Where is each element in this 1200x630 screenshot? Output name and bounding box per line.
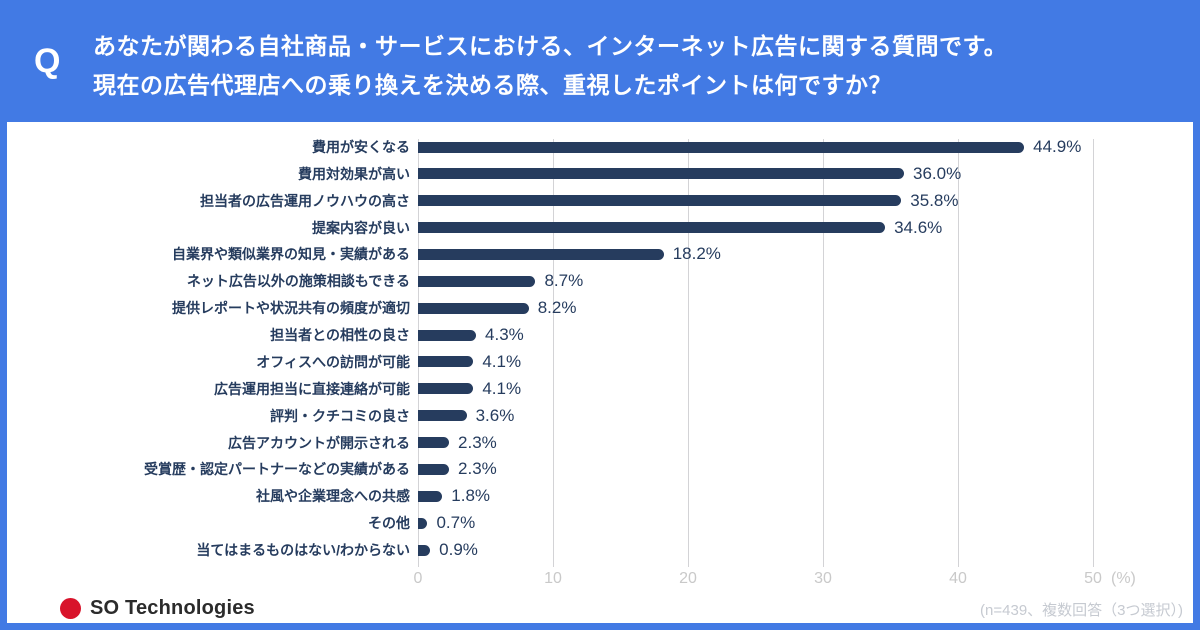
gridline	[958, 139, 959, 567]
category-label: 広告運用担当に直接連絡が可能	[214, 380, 410, 397]
category-label: 提供レポートや状況共有の頻度が適切	[172, 300, 410, 317]
category-label: 費用が安くなる	[312, 139, 410, 155]
value-label: 4.3%	[485, 325, 524, 345]
logo: SO Technologies	[60, 596, 255, 620]
value-label: 0.9%	[439, 540, 478, 560]
category-label: 当てはまるものはない/わからない	[196, 542, 410, 559]
category-label: ネット広告以外の施策相談もできる	[186, 273, 410, 290]
category-label: その他	[368, 515, 410, 532]
value-label: 3.6%	[475, 405, 515, 425]
bar	[418, 356, 474, 368]
bar	[418, 544, 431, 556]
gridline	[553, 139, 554, 567]
value-label: 34.6%	[894, 217, 943, 237]
value-label: 18.2%	[672, 244, 721, 264]
gridline	[688, 139, 689, 567]
chart-panel: 0 10 20 30 40 50 (%) 費用が安くなる 44.9% 費用対効果が高い 36.0% 担…	[7, 122, 1193, 623]
bar	[418, 329, 477, 341]
category-label: 担当者の広告運用ノウハウの高さ	[200, 192, 410, 209]
category-label: 社風や企業理念への共感	[256, 488, 410, 505]
x-axis-tick-label: 10	[544, 570, 562, 587]
gridline	[823, 139, 824, 567]
logo-dot-icon	[60, 597, 81, 619]
bar	[418, 410, 467, 422]
bar	[418, 168, 904, 180]
category-label: 受賞歴・認定パートナーなどの実績がある	[144, 461, 410, 478]
bar	[418, 490, 443, 502]
x-axis-tick-label: 30	[814, 570, 832, 587]
value-label: 8.7%	[544, 271, 584, 291]
value-label: 0.7%	[436, 513, 476, 533]
bar	[418, 517, 428, 529]
value-label: 1.8%	[451, 486, 491, 506]
sample-note: (n=439、複数回答（3つ選択）)	[980, 602, 1183, 619]
question-line-1: あなたが関わる自社商品・サービスにおける、インターネット広告に関する質問です。	[93, 33, 1008, 59]
value-label: 4.1%	[482, 378, 522, 398]
bar	[418, 195, 902, 207]
x-axis-tick-label: 20	[679, 570, 697, 587]
category-label: 評判・クチコミの良さ	[270, 407, 410, 424]
category-label: 費用対効果が高い	[298, 165, 410, 182]
bar	[418, 141, 1025, 153]
category-label: 自業界や類似業界の知見・実績がある	[172, 246, 410, 263]
value-label: 36.0%	[913, 163, 962, 183]
x-axis-unit-label: (%)	[1111, 570, 1136, 587]
bar	[418, 248, 664, 260]
bar	[418, 437, 450, 449]
category-label: 提案内容が良い	[312, 219, 410, 236]
x-axis-tick-label: 50	[1084, 570, 1102, 587]
gridline	[418, 139, 419, 567]
category-label: 担当者との相性の良さ	[270, 327, 410, 344]
x-axis-tick-label: 40	[949, 570, 967, 587]
value-label: 4.1%	[482, 351, 522, 371]
bar	[418, 275, 536, 287]
value-label: 35.8%	[910, 190, 959, 210]
bar	[418, 463, 450, 475]
bar	[418, 302, 529, 314]
x-axis-tick-label: 0	[413, 570, 423, 587]
logo-text: SO Technologies	[90, 596, 255, 619]
value-label: 44.9%	[1033, 137, 1082, 156]
bar	[418, 383, 474, 395]
value-label: 2.3%	[458, 432, 497, 452]
value-label: 2.3%	[458, 459, 497, 479]
q-icon: Q	[34, 42, 61, 80]
question-text: あなたが関わる自社商品・サービスにおける、インターネット広告に関する質問です。 …	[93, 27, 1007, 105]
question-header: Q あなたが関わる自社商品・サービスにおける、インターネット広告に関する質問です…	[0, 0, 1200, 122]
plot-area: 0 10 20 30 40 50 (%) 費用が安くなる 44.9% 費用対効果が高い 36.0% 担…	[7, 122, 1193, 623]
gridline	[1093, 139, 1094, 567]
bar	[418, 222, 886, 234]
category-label: 広告アカウントが開示される	[228, 434, 410, 451]
question-line-2: 現在の広告代理店への乗り換えを決める際、重視したポイントは何ですか？	[93, 72, 892, 98]
category-label: オフィスへの訪問が可能	[256, 353, 410, 370]
value-label: 8.2%	[537, 298, 577, 318]
